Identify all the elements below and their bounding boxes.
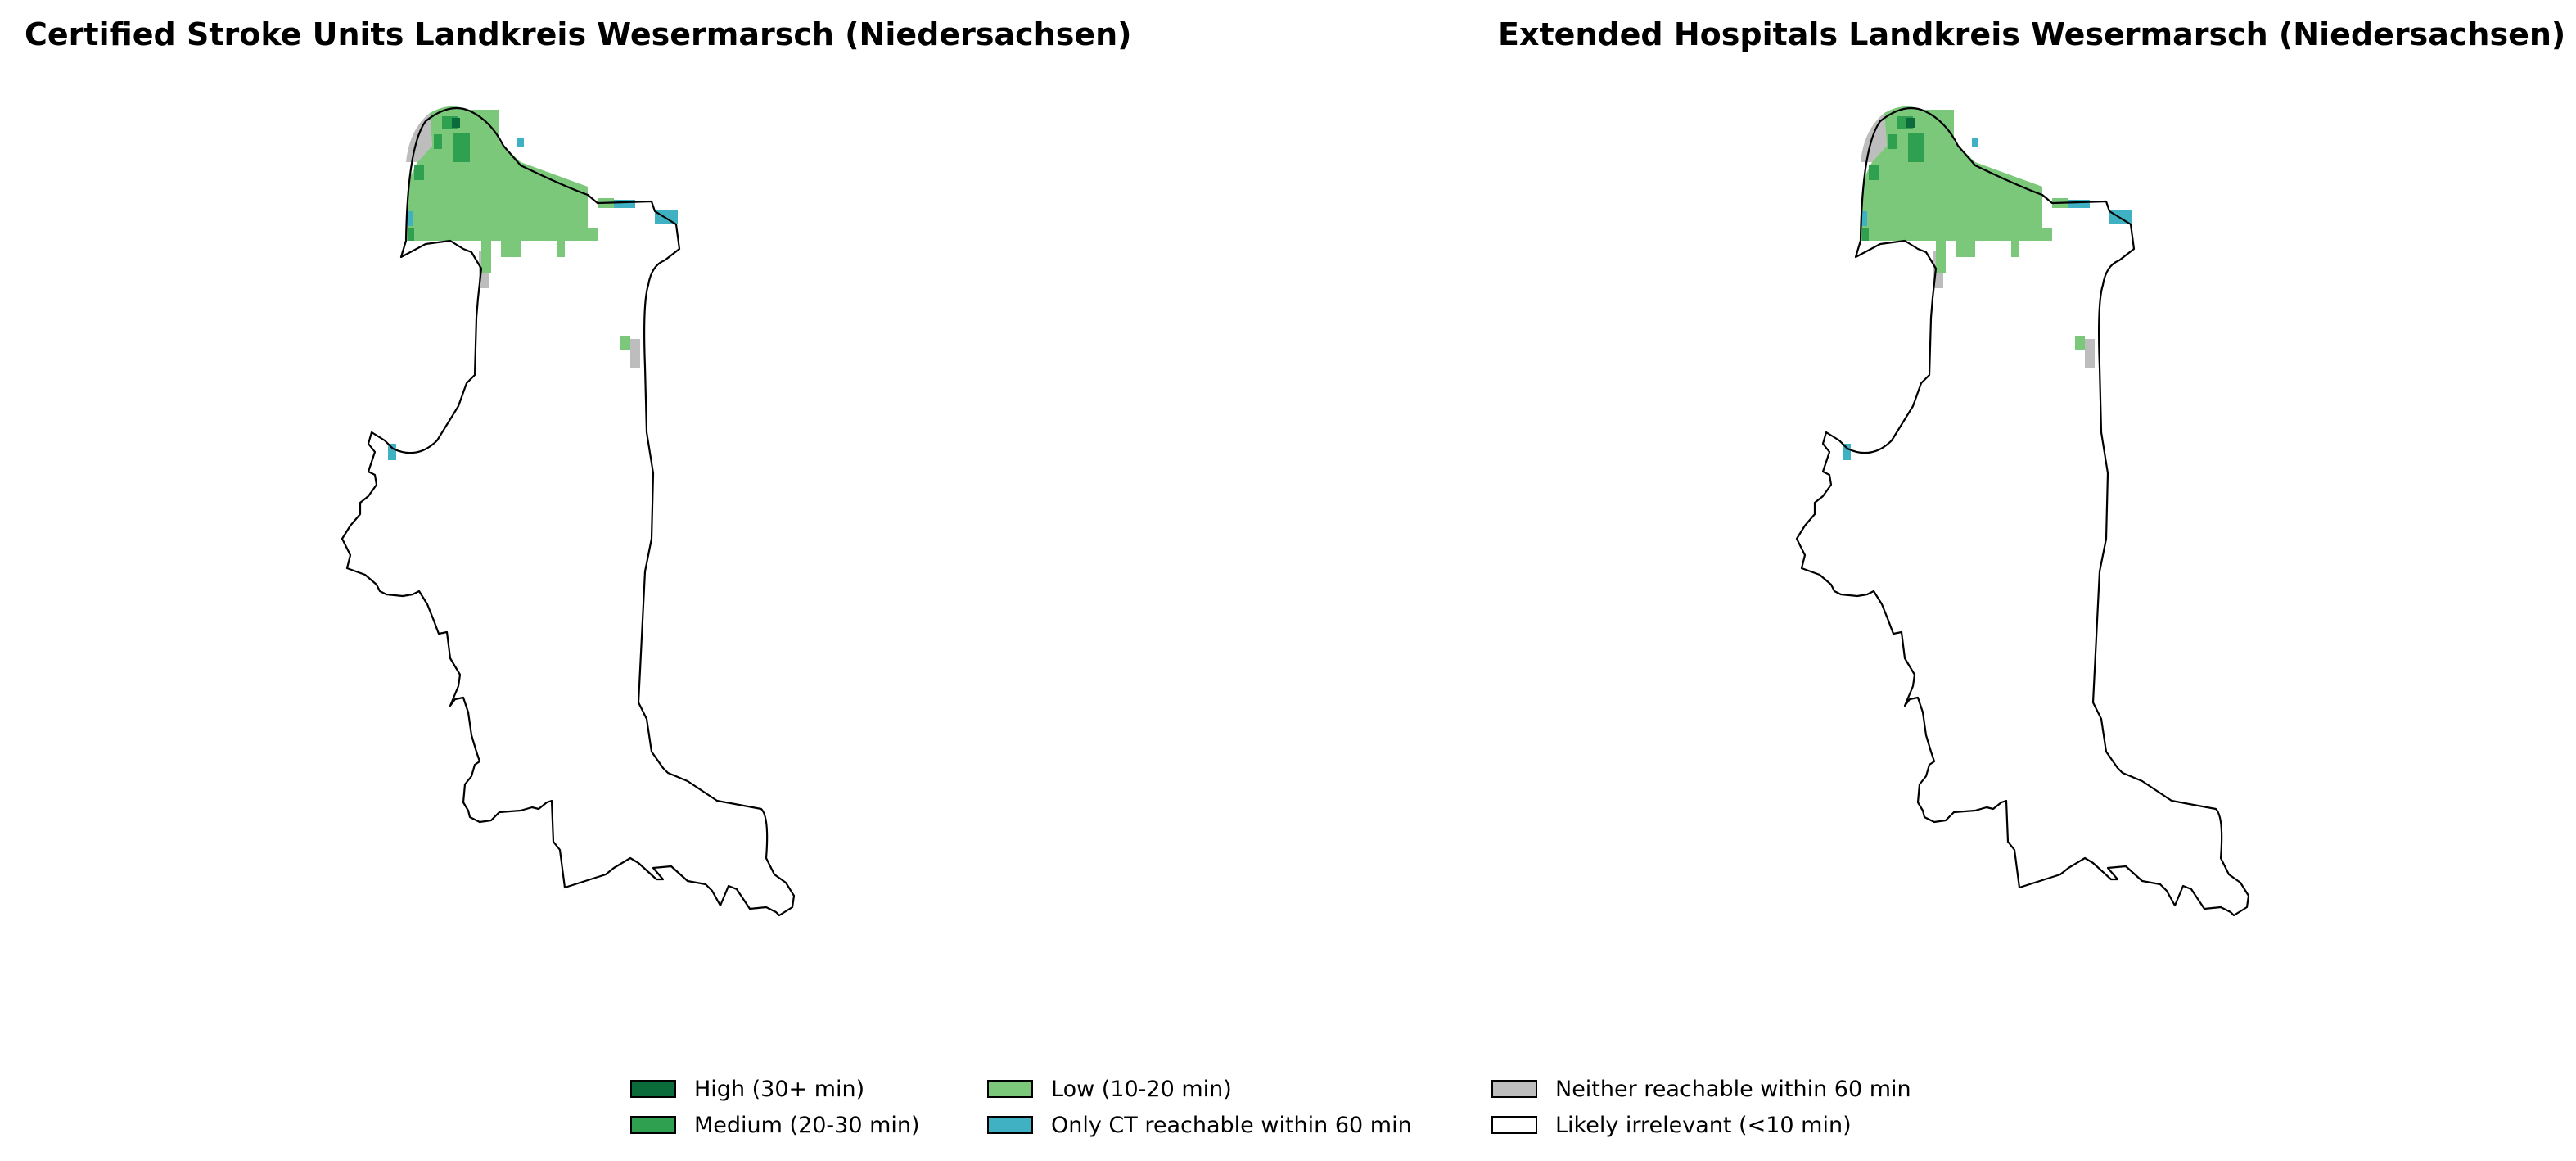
legend-item-neither: Neither reachable within 60 min (1491, 1076, 1911, 1102)
cell-only-ct (406, 211, 413, 226)
cell-neither (630, 339, 640, 368)
cell-only-ct (1861, 211, 1867, 226)
cell-only-ct (517, 138, 524, 147)
cell-low (481, 257, 491, 273)
cell-only-ct (1972, 138, 1978, 147)
legend-swatch-low (987, 1080, 1033, 1098)
legend-label-high: High (30+ min) (694, 1076, 865, 1102)
legend-label-irrelevant: Likely irrelevant (<10 min) (1555, 1112, 1852, 1138)
legend-label-neither: Neither reachable within 60 min (1555, 1076, 1911, 1102)
legend-item-high: High (30+ min) (630, 1076, 864, 1102)
cell-medium (1908, 133, 1924, 162)
legend-item-irrelevant: Likely irrelevant (<10 min) (1491, 1112, 1852, 1138)
legend-swatch-irrelevant (1491, 1116, 1537, 1134)
cell-high (452, 118, 460, 128)
cell-medium (1888, 134, 1897, 149)
legend-swatch-neither (1491, 1080, 1537, 1098)
cell-low (620, 336, 630, 350)
legend: High (30+ min) Medium (20-30 min) Low (1… (630, 1076, 1973, 1150)
cell-medium (1869, 165, 1879, 180)
cell-only-ct (2109, 210, 2132, 224)
cell-low (2075, 336, 2085, 350)
legend-item-only-ct: Only CT reachable within 60 min (987, 1112, 1412, 1138)
cell-only-ct (388, 444, 396, 460)
legend-swatch-only-ct (987, 1116, 1033, 1134)
cell-only-ct (614, 200, 635, 208)
map-stroke-units (341, 106, 796, 917)
map-extended-hospitals (1795, 106, 2250, 917)
map-title-extended-hospitals: Extended Hospitals Landkreis Wesermarsch… (1498, 16, 2566, 52)
legend-item-low: Low (10-20 min) (987, 1076, 1232, 1102)
cell-only-ct (2068, 200, 2090, 208)
cell-medium (434, 134, 442, 149)
map-title-stroke-units: Certified Stroke Units Landkreis Weserma… (25, 16, 1132, 52)
legend-swatch-medium (630, 1116, 676, 1134)
cell-medium (414, 165, 424, 180)
cell-medium (1862, 228, 1869, 241)
map-grid-cells (1843, 106, 2132, 460)
map-grid-cells (388, 106, 678, 460)
district-outline (1795, 106, 2250, 917)
legend-label-only-ct: Only CT reachable within 60 min (1051, 1112, 1412, 1138)
cell-neither (2085, 339, 2095, 368)
district-outline (341, 106, 796, 917)
cell-medium (453, 133, 470, 162)
cell-low (1936, 257, 1946, 273)
cell-neither (1861, 113, 1887, 162)
legend-label-low: Low (10-20 min) (1051, 1076, 1232, 1102)
cell-high (1906, 118, 1915, 128)
cell-only-ct (1843, 444, 1851, 460)
legend-swatch-high (630, 1080, 676, 1098)
legend-label-medium: Medium (20-30 min) (694, 1112, 920, 1138)
cell-only-ct (655, 210, 678, 224)
cell-medium (408, 228, 414, 241)
legend-item-medium: Medium (20-30 min) (630, 1112, 920, 1138)
cell-neither (406, 113, 432, 162)
